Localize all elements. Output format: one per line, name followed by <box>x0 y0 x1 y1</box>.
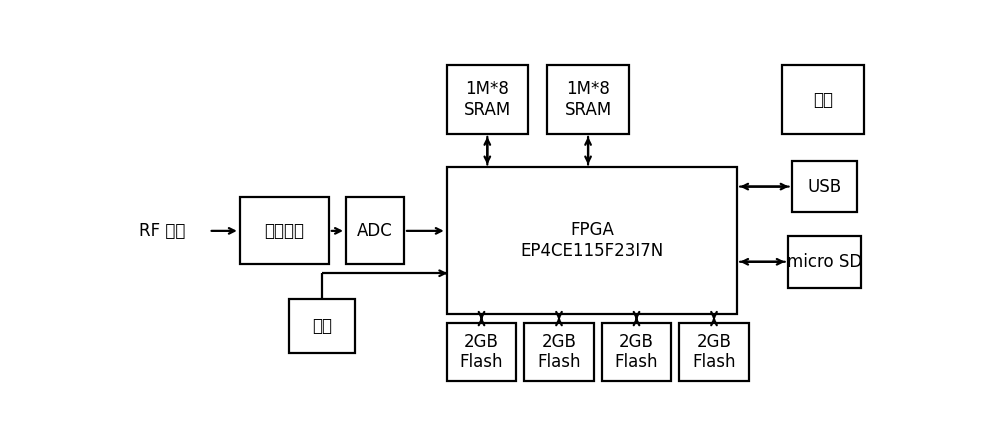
Text: 2GB
Flash: 2GB Flash <box>537 332 581 372</box>
Bar <box>524 323 594 381</box>
Bar <box>447 323 516 381</box>
Bar <box>346 197 404 264</box>
Text: RF 输入: RF 输入 <box>139 222 185 240</box>
Bar <box>602 323 671 381</box>
Text: 时钟: 时钟 <box>312 317 332 335</box>
Bar <box>447 168 737 314</box>
Bar <box>679 323 749 381</box>
Text: 1M*8
SRAM: 1M*8 SRAM <box>564 80 612 119</box>
Text: USB: USB <box>807 178 842 196</box>
Text: FPGA
EP4CE115F23I7N: FPGA EP4CE115F23I7N <box>520 221 664 260</box>
Text: 2GB
Flash: 2GB Flash <box>692 332 736 372</box>
Bar <box>240 197 329 264</box>
Bar <box>782 66 864 134</box>
Bar <box>289 299 355 353</box>
Text: 2GB
Flash: 2GB Flash <box>460 332 503 372</box>
Text: micro SD: micro SD <box>787 253 862 271</box>
Text: ADC: ADC <box>357 222 393 240</box>
Text: 1M*8
SRAM: 1M*8 SRAM <box>464 80 511 119</box>
Bar <box>792 161 857 213</box>
Bar <box>547 66 629 134</box>
Text: 差分转换: 差分转换 <box>264 222 304 240</box>
Text: 电源: 电源 <box>813 91 833 108</box>
Bar <box>788 236 861 288</box>
Text: 2GB
Flash: 2GB Flash <box>615 332 658 372</box>
Bar <box>447 66 528 134</box>
